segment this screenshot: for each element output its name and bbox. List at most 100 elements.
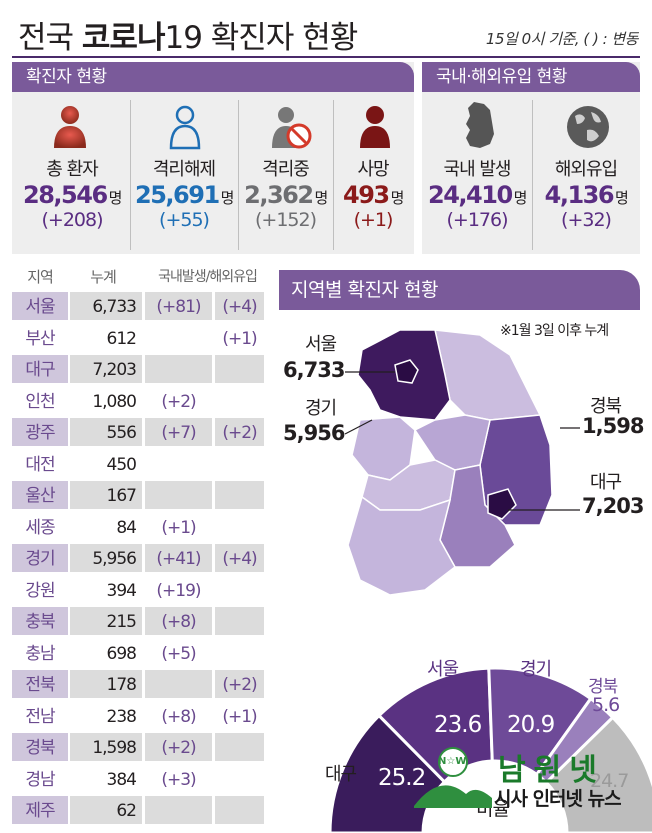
- ratio-label-daegu: 대구: [325, 764, 357, 785]
- map-region-daegu: [487, 488, 517, 520]
- region-local: (+8): [161, 706, 196, 727]
- globe-icon: [567, 106, 609, 148]
- region-name: 강원: [25, 580, 55, 601]
- watermark-title: 남원넷: [498, 753, 605, 788]
- region-overseas: [215, 481, 264, 509]
- region-local: (+5): [161, 643, 196, 664]
- region-local: (+41): [145, 544, 212, 572]
- stat-released: 격리해제 25,691 명 (+55): [135, 159, 234, 231]
- region-total: 178: [70, 670, 142, 698]
- region-name: 제주: [12, 796, 68, 824]
- region-table-header: 지역 누계 국내발생/해외유입: [27, 268, 258, 286]
- table-row: 경남 384 (+3): [12, 765, 264, 795]
- region-total: 62: [70, 796, 142, 824]
- region-overseas: (+1): [222, 328, 257, 349]
- region-local: (+8): [145, 607, 212, 635]
- table-row: 전남 238 (+8) (+1): [12, 702, 264, 732]
- region-name: 전북: [12, 670, 68, 698]
- region-total: 167: [70, 481, 142, 509]
- table-row: 충남 698 (+5): [12, 639, 264, 669]
- region-name: 대전: [25, 454, 55, 475]
- region-overseas: (+4): [215, 292, 264, 320]
- table-row: 대전 450: [12, 450, 264, 480]
- table-row: 서울 6,733 (+81) (+4): [12, 292, 264, 322]
- region-local: [145, 796, 212, 824]
- person-outline-icon: [169, 105, 201, 150]
- region-local: (+81): [145, 292, 212, 320]
- table-row: 충북 215 (+8): [12, 607, 264, 637]
- region-name: 울산: [12, 481, 68, 509]
- ratio-value-gyeongbuk: 5.6: [592, 694, 620, 716]
- summary-divider: [238, 100, 239, 250]
- table-row: 경북 1,598 (+2): [12, 733, 264, 763]
- region-local: (+7): [145, 418, 212, 446]
- origin-panel: 국내·해외유입 현황: [422, 62, 640, 254]
- summary-panel: 확진자 현황: [12, 62, 414, 254]
- map-label-seoul: 서울: [305, 334, 337, 355]
- ratio-slice: [544, 715, 652, 833]
- region-name: 충북: [12, 607, 68, 635]
- table-row: 울산 167: [12, 481, 264, 511]
- region-local: (+2): [145, 733, 212, 761]
- region-local: (+2): [161, 391, 196, 412]
- region-name: 인천: [25, 391, 55, 412]
- region-total: 7,203: [70, 355, 142, 383]
- person-red-icon: [54, 106, 86, 148]
- map-region-seoul: [394, 359, 419, 384]
- summary-divider: [130, 100, 131, 250]
- region-name: 전남: [25, 706, 55, 727]
- table-row: 세종 84 (+1): [12, 513, 264, 543]
- map-note: ※1월 3일 이후 누계: [500, 323, 609, 339]
- table-row: 경기 5,956 (+41) (+4): [12, 544, 264, 574]
- region-local: [145, 670, 212, 698]
- map-value-daegu: 7,203: [582, 494, 644, 518]
- map-region-jeonnam: [347, 495, 456, 596]
- region-total: 6,733: [70, 292, 142, 320]
- region-name: 서울: [12, 292, 68, 320]
- ratio-value-seoul: 23.6: [434, 712, 482, 738]
- table-row: 인천 1,080 (+2): [12, 387, 264, 417]
- summary-bar: 확진자 현황: [12, 62, 414, 92]
- map-label-gyeongbuk: 경북: [590, 396, 622, 417]
- map-value-gyeongbuk: 1,598: [582, 414, 644, 438]
- region-overseas: [215, 607, 264, 635]
- region-total: 612: [106, 328, 137, 349]
- reference-note: 15일 0시 기준, ( ) : 변동: [485, 30, 639, 48]
- title-rule: [12, 56, 640, 58]
- region-overseas: [215, 733, 264, 761]
- origin-divider: [532, 100, 533, 250]
- region-local: (+3): [161, 769, 196, 790]
- region-total: 1,598: [70, 733, 142, 761]
- watermark-badge: N☆W: [438, 756, 467, 767]
- korea-region-map: [347, 329, 553, 596]
- region-total: 84: [116, 517, 137, 538]
- region-total: 5,956: [70, 544, 142, 572]
- table-row: 대구 7,203: [12, 355, 264, 385]
- region-name: 경북: [12, 733, 68, 761]
- region-local: [145, 481, 212, 509]
- region-total: 384: [106, 769, 137, 790]
- summary-divider: [333, 100, 334, 250]
- korea-map-icon: [466, 102, 494, 148]
- map-value-seoul: 6,733: [283, 358, 345, 382]
- region-local: (+1): [161, 517, 196, 538]
- region-total: 238: [106, 706, 137, 727]
- person-dark-red-icon: [360, 106, 390, 148]
- region-total: 394: [106, 580, 137, 601]
- watermark-logo-icon: [414, 747, 492, 808]
- watermark-subtitle: 시사 인터넷 뉴스: [494, 788, 622, 810]
- origin-bar: 국내·해외유입 현황: [422, 62, 640, 92]
- region-name: 부산: [25, 328, 55, 349]
- region-overseas: (+4): [215, 544, 264, 572]
- region-name: 광주: [12, 418, 68, 446]
- ratio-value-daegu: 25.2: [378, 765, 426, 791]
- map-bar: 지역별 확진자 현황: [279, 270, 640, 310]
- region-name: 경남: [25, 769, 55, 790]
- table-row: 제주 62: [12, 796, 264, 826]
- region-local: (+19): [156, 580, 201, 601]
- map-value-gyeonggi: 5,956: [283, 421, 345, 445]
- region-total: 215: [70, 607, 142, 635]
- stat-deaths: 사망 493 명 (+1): [343, 159, 404, 231]
- region-overseas: (+2): [215, 670, 264, 698]
